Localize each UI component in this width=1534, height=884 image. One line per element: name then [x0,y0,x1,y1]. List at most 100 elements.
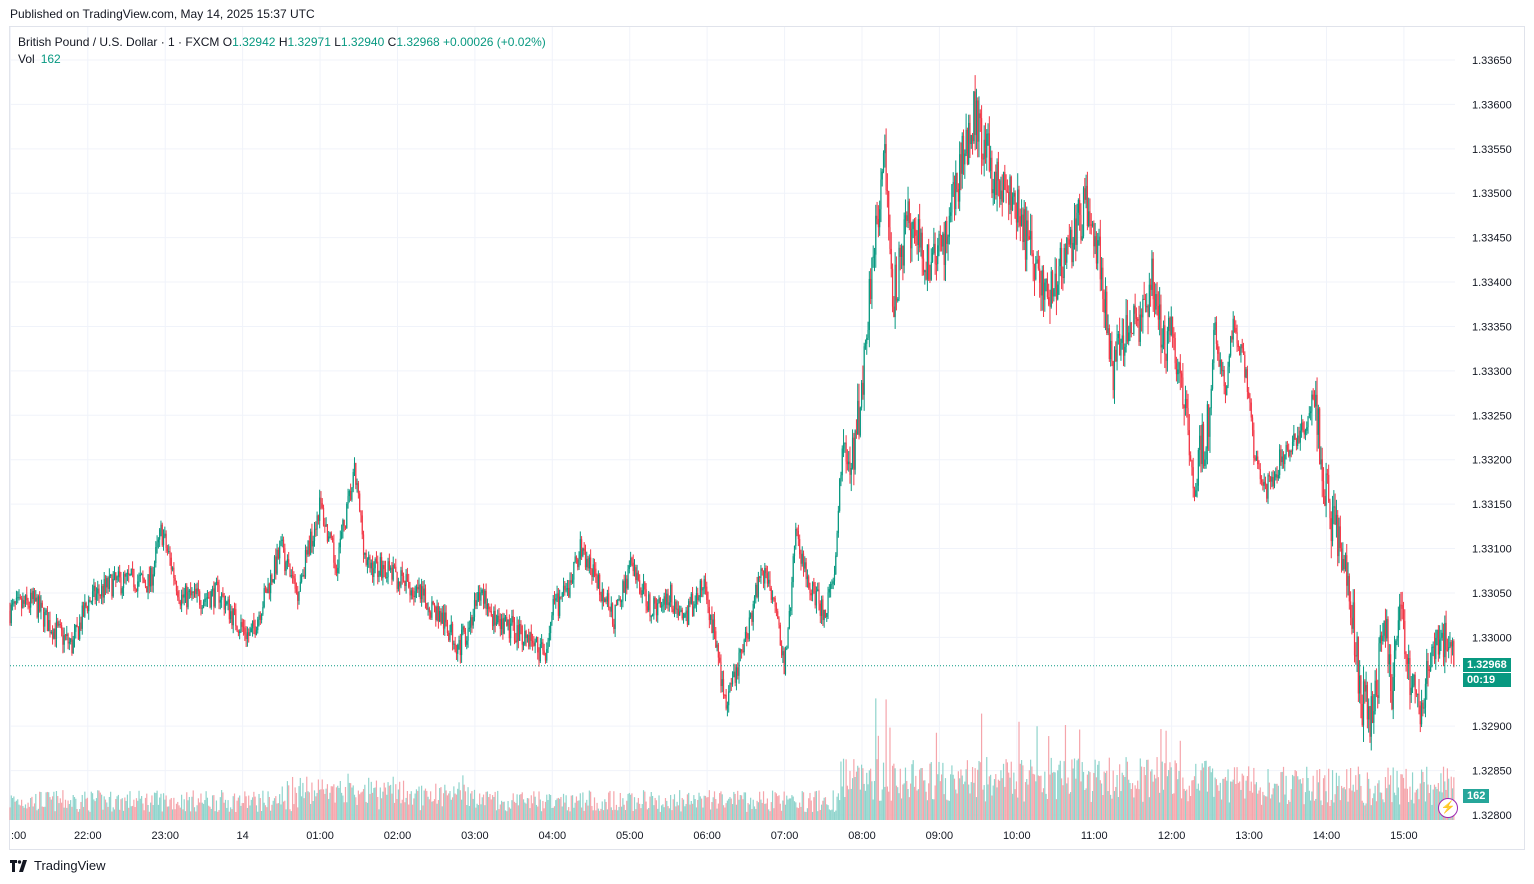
volume-bar [708,790,710,820]
candle-body [491,615,494,627]
volume-bar [1134,785,1136,820]
volume-bar [570,795,572,820]
volume-bar [885,699,887,820]
candle-body [71,638,73,654]
volume-bar [218,810,220,820]
candle-body [508,619,510,639]
volume-bar [470,793,472,820]
volume-bar [215,800,218,820]
candle-body [373,568,375,578]
chart-frame[interactable] [9,26,1525,850]
candles[interactable] [9,75,1455,751]
candle-body [1024,209,1027,260]
volume-bar [221,790,223,820]
candle-body [946,220,948,244]
candle-body [682,617,685,619]
volume-bar [1208,766,1210,820]
volume-bar [1437,783,1439,820]
volume-bar [574,802,576,820]
candle-body [388,561,390,570]
volume-bar [1289,801,1291,820]
volume-bar [204,800,206,820]
candle-body [937,245,939,265]
candle-body [605,598,607,602]
volume-bar [644,791,646,820]
candle-body [266,589,268,594]
candle-body [899,247,901,257]
candle-body [680,609,682,612]
candle-body [592,564,594,577]
candle-body [1204,459,1206,466]
volume-bar [1077,758,1079,820]
candle-body [695,593,698,605]
candle-body [53,628,55,639]
candle-body [319,497,321,521]
volume-bar [433,799,436,820]
volume-bar [1348,788,1350,820]
candle-body [903,219,905,266]
volume-bar [1432,789,1434,820]
candle-body [1409,658,1411,695]
price-axis[interactable]: 1.336501.336001.335501.335001.334501.334… [1472,55,1512,822]
candle-body [399,581,401,587]
volume-bar [1045,793,1047,820]
volume-bar [859,789,861,820]
last-price-tag: 1.32968 [1463,658,1511,672]
volume-bar [1103,771,1105,820]
candle-body [1337,514,1339,557]
candle-body [1275,474,1277,478]
candle-body [218,585,220,603]
volume-bar [498,809,500,820]
volume-bar [1239,781,1241,820]
candle-body [800,554,802,564]
volume-bar [519,794,521,820]
volume-bar [609,790,611,820]
candle-body [233,608,236,610]
candle-body [721,679,723,687]
candle-body [1384,620,1387,639]
volume-bar [893,763,895,820]
candle-body [331,538,334,543]
candle-body [42,607,45,627]
candle-body [1284,454,1286,465]
time-axis[interactable]: :00 22:00 23:00 14 01:00 02:00 03:00 04:00 05:00… [11,830,1418,842]
volume-bar [235,811,237,820]
candle-body [1368,706,1370,720]
candle-body [1161,344,1163,348]
footer-brand[interactable]: TradingView [10,858,106,873]
candle-body [659,598,661,608]
volume-bar [837,793,839,820]
candle-body [268,583,270,594]
candle-body [832,581,834,584]
candle-body [657,603,659,616]
volume-bar [1053,771,1055,820]
volume-bar [851,778,854,820]
candle-body [430,612,432,618]
candle-body [501,618,503,629]
candle-body [231,611,233,626]
candle-body [1288,449,1290,457]
candle-body [587,558,589,569]
volume-bar [471,791,473,820]
candle-body [360,511,362,516]
volume-bar [898,793,900,820]
candle-body [201,607,203,609]
volume-bar [1436,789,1438,820]
candle-body [1046,278,1048,298]
volume-bar [1415,789,1418,820]
volume-bar [881,789,883,820]
candle-body [317,515,319,521]
volume-bar [45,792,47,820]
candle-body [1064,247,1067,263]
volume-bar [1085,788,1087,820]
volume-bar [446,795,449,820]
volume-bar [670,794,672,820]
volume-bar [1352,784,1354,820]
volume-bar [1386,788,1388,820]
lightning-icon[interactable]: ⚡ [1438,798,1458,818]
candle-body [1159,304,1161,320]
candle-body [1253,430,1255,459]
volume-bar [1270,798,1272,820]
candle-body [347,496,349,504]
